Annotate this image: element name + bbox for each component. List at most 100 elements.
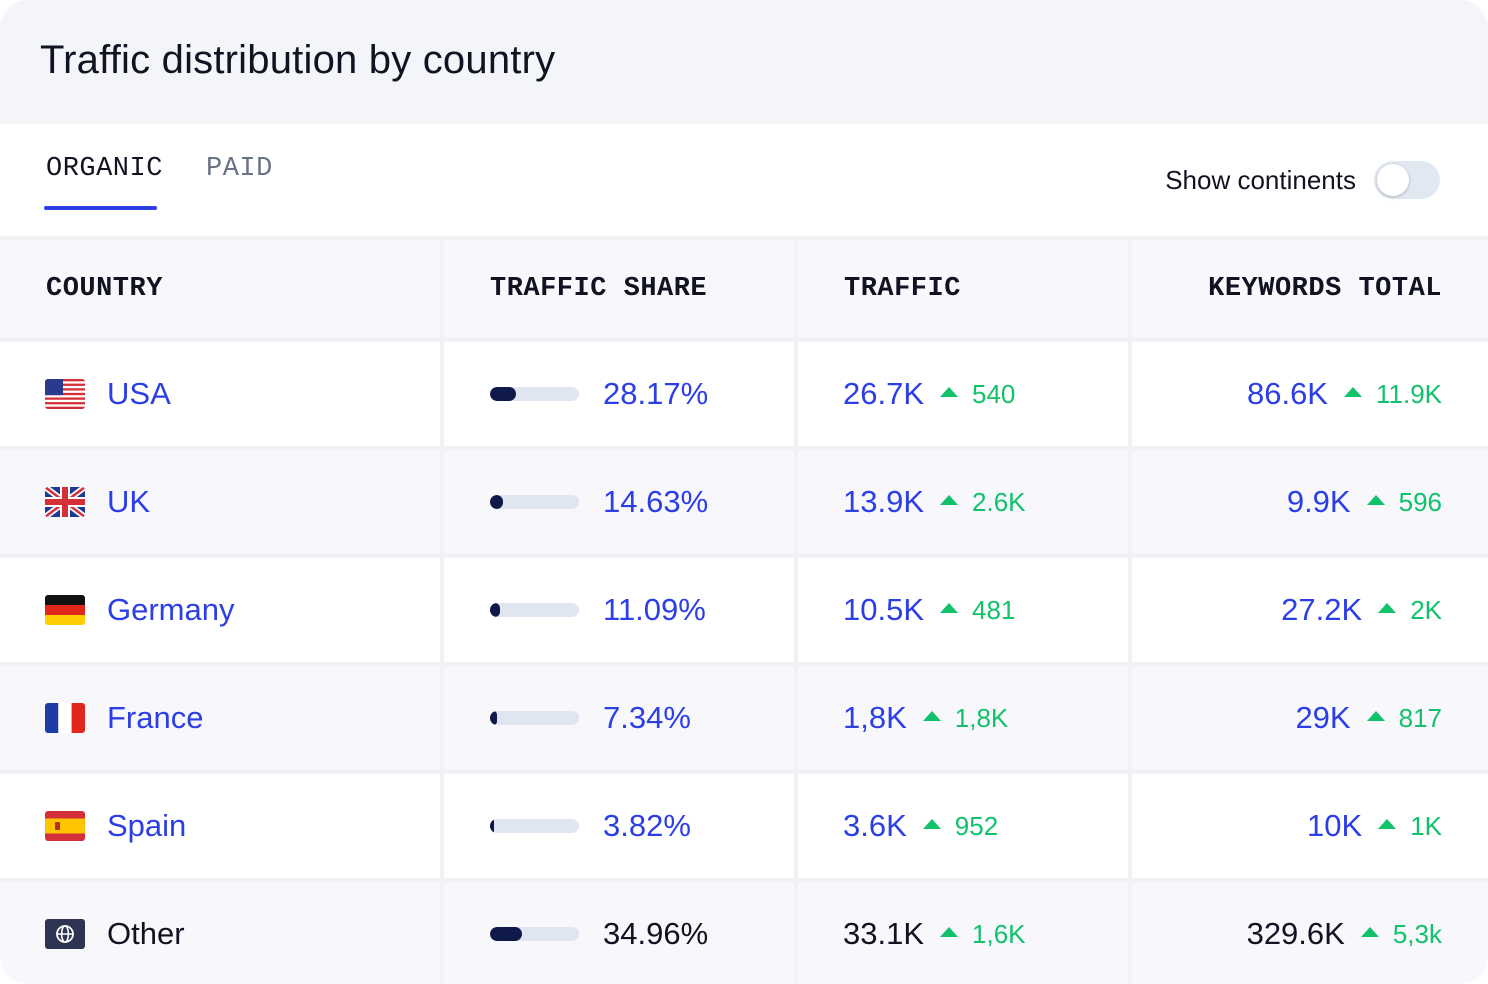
table-row-share-cell: 7.34% [444, 666, 794, 770]
traffic-value[interactable]: 26.7K [843, 376, 925, 411]
tab-paid[interactable]: PAID [206, 154, 273, 184]
traffic-share-fill [490, 603, 501, 617]
trend-up-icon [940, 387, 959, 397]
show-continents-toggle[interactable]: Show continents [1165, 160, 1440, 200]
france-flag-icon [45, 703, 85, 733]
keywords-value[interactable]: 9.9K [1286, 484, 1351, 519]
table-row-keywords-cell: 9.9K 596 [1132, 450, 1488, 554]
traffic-delta: 1,6K [972, 918, 1026, 949]
traffic-share-value: 7.34% [603, 700, 691, 735]
country-name[interactable]: UK [107, 484, 151, 519]
traffic-value[interactable]: 13.9K [843, 484, 925, 519]
table-row-keywords-cell: 86.6K 11.9K [1132, 342, 1488, 446]
card-header: Traffic distribution by country [0, 0, 1488, 124]
traffic-share-bar [490, 711, 579, 725]
table-row-country-cell: Germany [0, 558, 440, 662]
traffic-share-bar [490, 387, 579, 401]
traffic-delta: 1,8K [954, 702, 1009, 733]
table-row-traffic-cell: 3.6K 952 [798, 774, 1128, 878]
trend-up-icon [1366, 495, 1385, 505]
page-title: Traffic distribution by country [40, 38, 556, 82]
trend-up-icon [940, 927, 959, 937]
table-row-share-cell: 28.17% [444, 342, 794, 446]
trend-up-icon [922, 711, 941, 721]
traffic-value[interactable]: 3.6K [843, 808, 907, 843]
column-header-label: TRAFFIC [844, 274, 961, 304]
table-row-keywords-cell: 27.2K 2K [1132, 558, 1488, 662]
traffic-share-value: 11.09% [603, 592, 706, 627]
table-row-country-cell: Spain [0, 774, 440, 878]
country-name: Other [107, 916, 185, 951]
keywords-delta: 1K [1410, 810, 1442, 841]
keywords-value[interactable]: 29K [1295, 700, 1351, 735]
traffic-share-value: 14.63% [603, 484, 709, 519]
traffic-share-fill [490, 711, 497, 725]
keywords-value[interactable]: 27.2K [1281, 592, 1363, 627]
table-row-country-cell: France [0, 666, 440, 770]
keywords-value: 329.6K [1246, 916, 1345, 951]
traffic-share-bar [490, 495, 579, 509]
country-name[interactable]: USA [107, 376, 171, 411]
active-tab-indicator [44, 206, 157, 210]
traffic-delta: 2.6K [972, 486, 1026, 517]
table-row-keywords-cell: 29K 817 [1132, 666, 1488, 770]
column-header-traffic[interactable]: TRAFFIC [798, 240, 1128, 338]
column-header-country[interactable]: COUNTRY [0, 240, 440, 338]
traffic-value[interactable]: 10.5K [843, 592, 925, 627]
column-header-keywords-total[interactable]: KEYWORDS TOTAL [1132, 240, 1488, 338]
keywords-delta: 817 [1398, 702, 1442, 733]
trend-up-icon [1378, 819, 1397, 829]
traffic-metric: 26.7K 540 [843, 376, 1015, 412]
usa-flag-icon [45, 379, 85, 409]
country-name[interactable]: France [107, 700, 204, 735]
column-header-label: KEYWORDS TOTAL [1208, 274, 1442, 304]
column-header-label: COUNTRY [46, 274, 163, 304]
traffic-metric: 1,8K 1,8K [843, 700, 1008, 736]
trend-up-icon [940, 603, 959, 613]
keywords-metric: 86.6K 11.9K [1247, 376, 1442, 412]
globe-icon [45, 919, 85, 949]
traffic-value: 33.1K [843, 916, 925, 951]
trend-up-icon [1378, 603, 1397, 613]
trend-up-icon [1366, 711, 1385, 721]
keywords-delta: 2K [1410, 594, 1442, 625]
tab-organic[interactable]: ORGANIC [46, 154, 163, 184]
traffic-delta: 952 [954, 810, 999, 841]
keywords-delta: 11.9K [1375, 378, 1442, 409]
tabs-bar: ORGANIC PAID Show continents [0, 124, 1488, 236]
toggle-switch[interactable] [1374, 161, 1440, 199]
table-row-share-cell: 11.09% [444, 558, 794, 662]
trend-up-icon [1360, 927, 1379, 937]
traffic-share-bar [490, 819, 579, 833]
traffic-share-fill [490, 387, 516, 401]
table-row-share-cell: 3.82% [444, 774, 794, 878]
keywords-value[interactable]: 86.6K [1246, 376, 1328, 411]
country-name[interactable]: Germany [107, 592, 235, 627]
country-name[interactable]: Spain [107, 808, 187, 843]
table-row-country-cell: UK [0, 450, 440, 554]
table-row-traffic-cell: 13.9K 2.6K [798, 450, 1128, 554]
table-row-country-cell: Other [0, 882, 440, 984]
column-header-traffic-share[interactable]: TRAFFIC SHARE [444, 240, 794, 338]
traffic-share-fill [490, 495, 504, 509]
traffic-share-bar [490, 603, 579, 617]
traffic-metric: 10.5K 481 [843, 592, 1015, 628]
trend-up-icon [940, 495, 959, 505]
traffic-share-fill [490, 819, 494, 833]
keywords-metric: 29K 817 [1295, 700, 1442, 736]
table-row-share-cell: 14.63% [444, 450, 794, 554]
table-row-share-cell: 34.96% [444, 882, 794, 984]
keywords-delta: 596 [1398, 486, 1442, 517]
keywords-metric: 329.6K 5,3k [1247, 916, 1442, 952]
keywords-delta: 5,3k [1392, 918, 1442, 949]
keywords-value[interactable]: 10K [1307, 808, 1363, 843]
traffic-share-value: 3.82% [603, 808, 691, 843]
keywords-metric: 27.2K 2K [1281, 592, 1442, 628]
traffic-value[interactable]: 1,8K [843, 700, 907, 735]
toggle-knob [1377, 164, 1409, 196]
table-row-traffic-cell: 1,8K 1,8K [798, 666, 1128, 770]
traffic-share-value: 28.17% [603, 376, 709, 411]
traffic-metric: 13.9K 2.6K [843, 484, 1026, 520]
trend-up-icon [922, 819, 941, 829]
